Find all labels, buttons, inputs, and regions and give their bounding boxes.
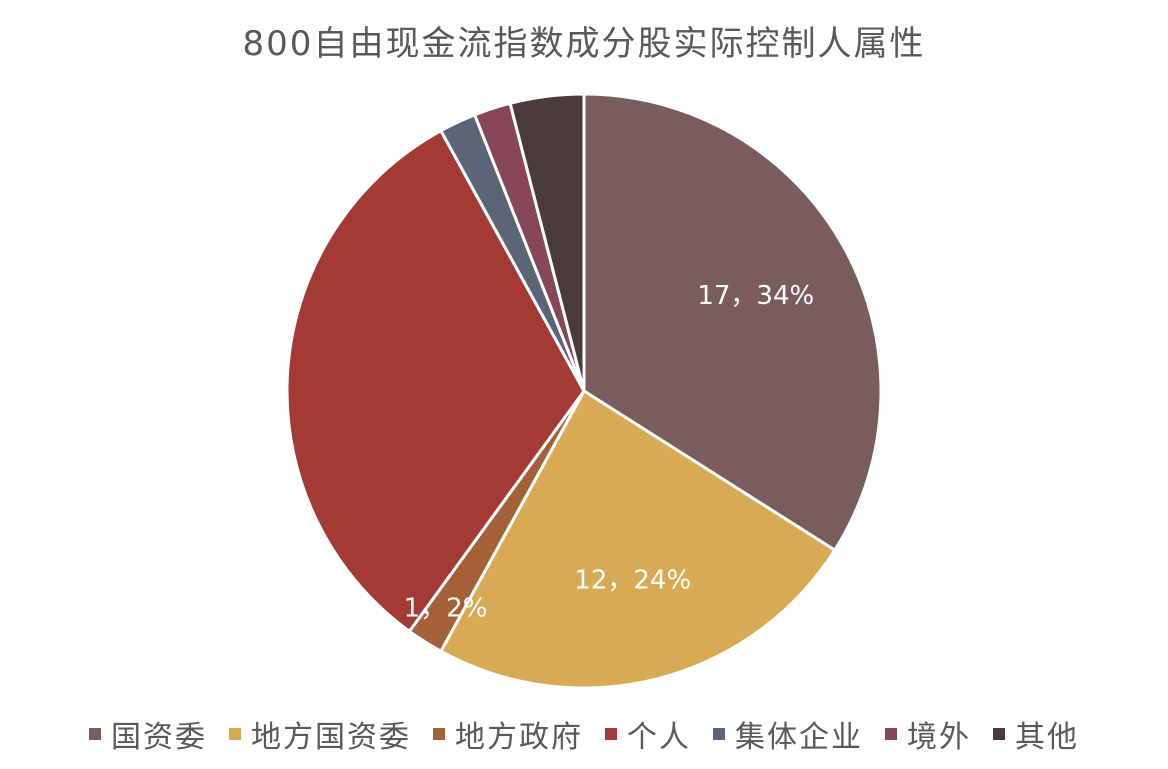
chart-title: 800自由现金流指数成分股实际控制人属性 [242, 24, 926, 64]
pie-slice-qita [508, 92, 586, 393]
legend-item-difang-zhengfu[interactable]: 地方政府 [433, 712, 583, 756]
legend-swatch-jingwai [885, 728, 897, 740]
legend-swatch-geren [605, 728, 617, 740]
legend-swatch-difang-guoziwei [229, 728, 241, 740]
legend-label-qita: 其他 [1015, 720, 1079, 755]
legend-label-difang-guoziwei: 地方国资委 [251, 720, 411, 755]
pie-slice-difang-guoziwei [439, 389, 837, 690]
legend-swatch-qita [993, 728, 1005, 740]
data-label-guoziwei: 17，34% [697, 281, 814, 311]
legend-swatch-jiti-qiye [713, 728, 725, 740]
legend-item-qita[interactable]: 其他 [993, 712, 1079, 756]
legend-label-jingwai: 境外 [907, 720, 971, 755]
legend-label-jiti-qiye: 集体企业 [735, 720, 863, 755]
legend-label-difang-zhengfu: 地方政府 [455, 720, 583, 755]
legend-swatch-guoziwei [89, 728, 101, 740]
data-label-difang-zhengfu: 1，2% [404, 594, 488, 624]
legend-label-guoziwei: 国资委 [111, 720, 207, 755]
legend-label-geren: 个人 [627, 720, 691, 755]
pie-slice-guoziwei [582, 92, 883, 552]
data-label-difang-guoziwei: 12，24% [574, 565, 691, 595]
legend-item-guoziwei[interactable]: 国资委 [89, 712, 207, 756]
legend-item-geren[interactable]: 个人 [605, 712, 691, 756]
legend-item-difang-guoziwei[interactable]: 地方国资委 [229, 712, 411, 756]
legend-item-jiti-qiye[interactable]: 集体企业 [713, 712, 863, 756]
pie-data-labels: 17，34% 12，24% 1，2% [404, 281, 815, 624]
pie-slices [285, 92, 883, 690]
legend-swatch-difang-zhengfu [433, 728, 445, 740]
chart-legend: 国资委 地方国资委 地方政府 个人 集体企业 境外 其他 [0, 712, 1168, 756]
legend-item-jingwai[interactable]: 境外 [885, 712, 971, 756]
pie-slice-geren [285, 129, 586, 633]
